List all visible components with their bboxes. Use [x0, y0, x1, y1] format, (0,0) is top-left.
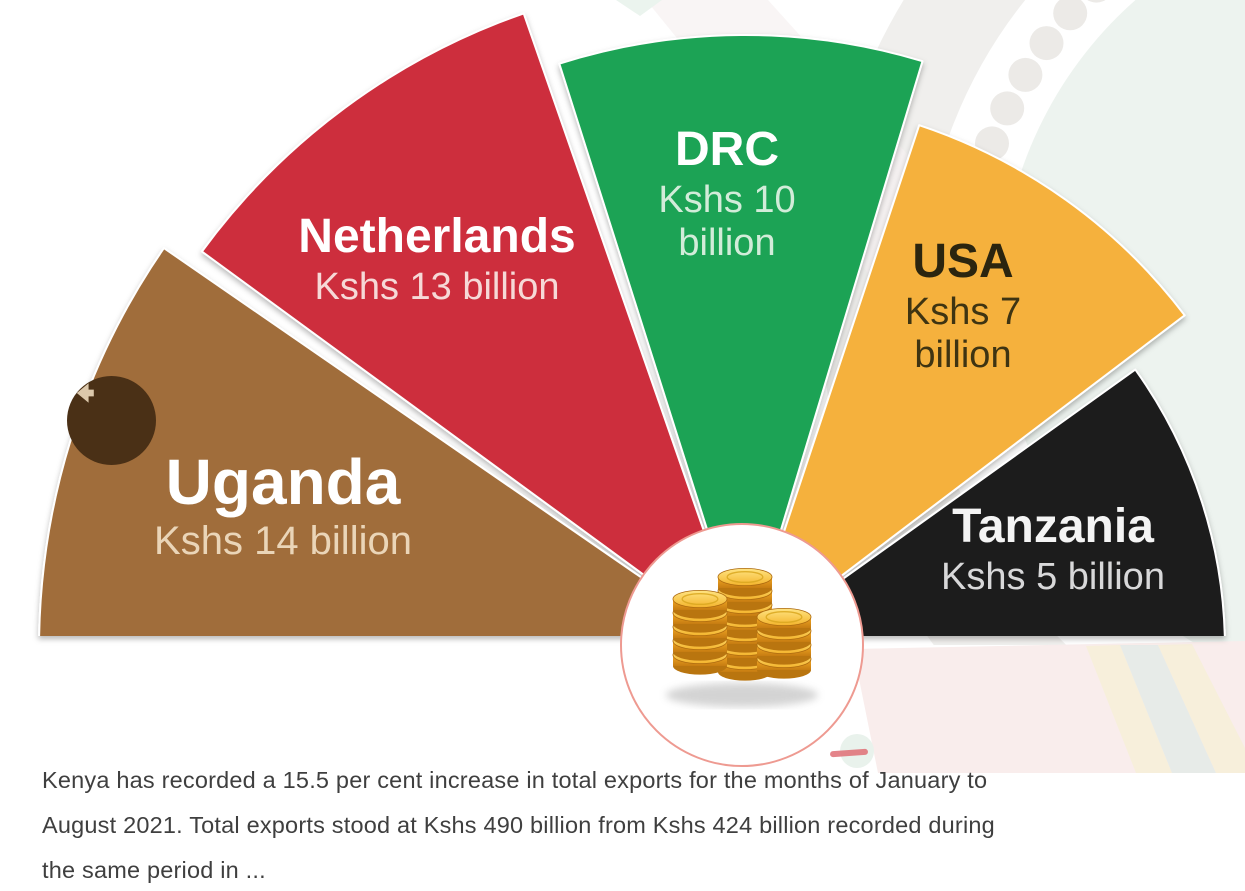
cream-stripe — [1158, 644, 1245, 773]
left-arrow-icon — [76, 383, 94, 403]
coin-shadow — [666, 683, 818, 707]
segment-drc — [558, 33, 924, 636]
pattern-dot — [1053, 0, 1088, 31]
pattern-dot — [1008, 57, 1043, 92]
pattern-dot — [1029, 26, 1064, 61]
coin — [717, 567, 773, 597]
back-button[interactable] — [67, 376, 156, 465]
gray-stripe — [1120, 645, 1216, 773]
caption-line: the same period in ... — [42, 857, 266, 883]
mint-tip — [616, 0, 662, 16]
segment-tanzania — [761, 368, 1226, 636]
pattern-dot — [990, 91, 1025, 126]
coin — [756, 607, 812, 637]
segment-netherlands — [200, 12, 742, 636]
center-coin-badge — [620, 523, 864, 767]
pattern-dot — [1087, 0, 1106, 3]
caption-line: Kenya has recorded a 15.5 per cent incre… — [42, 767, 988, 793]
coins-icon — [666, 567, 818, 707]
caption-text: Kenya has recorded a 15.5 per cent incre… — [42, 758, 1242, 891]
red-dash — [830, 748, 868, 758]
segment-usa — [748, 124, 1186, 636]
bottom-right-pattern — [830, 641, 1245, 773]
caption-line: August 2021. Total exports stood at Kshs… — [42, 812, 995, 838]
coin — [672, 589, 728, 619]
cream-stripe — [1086, 645, 1172, 773]
